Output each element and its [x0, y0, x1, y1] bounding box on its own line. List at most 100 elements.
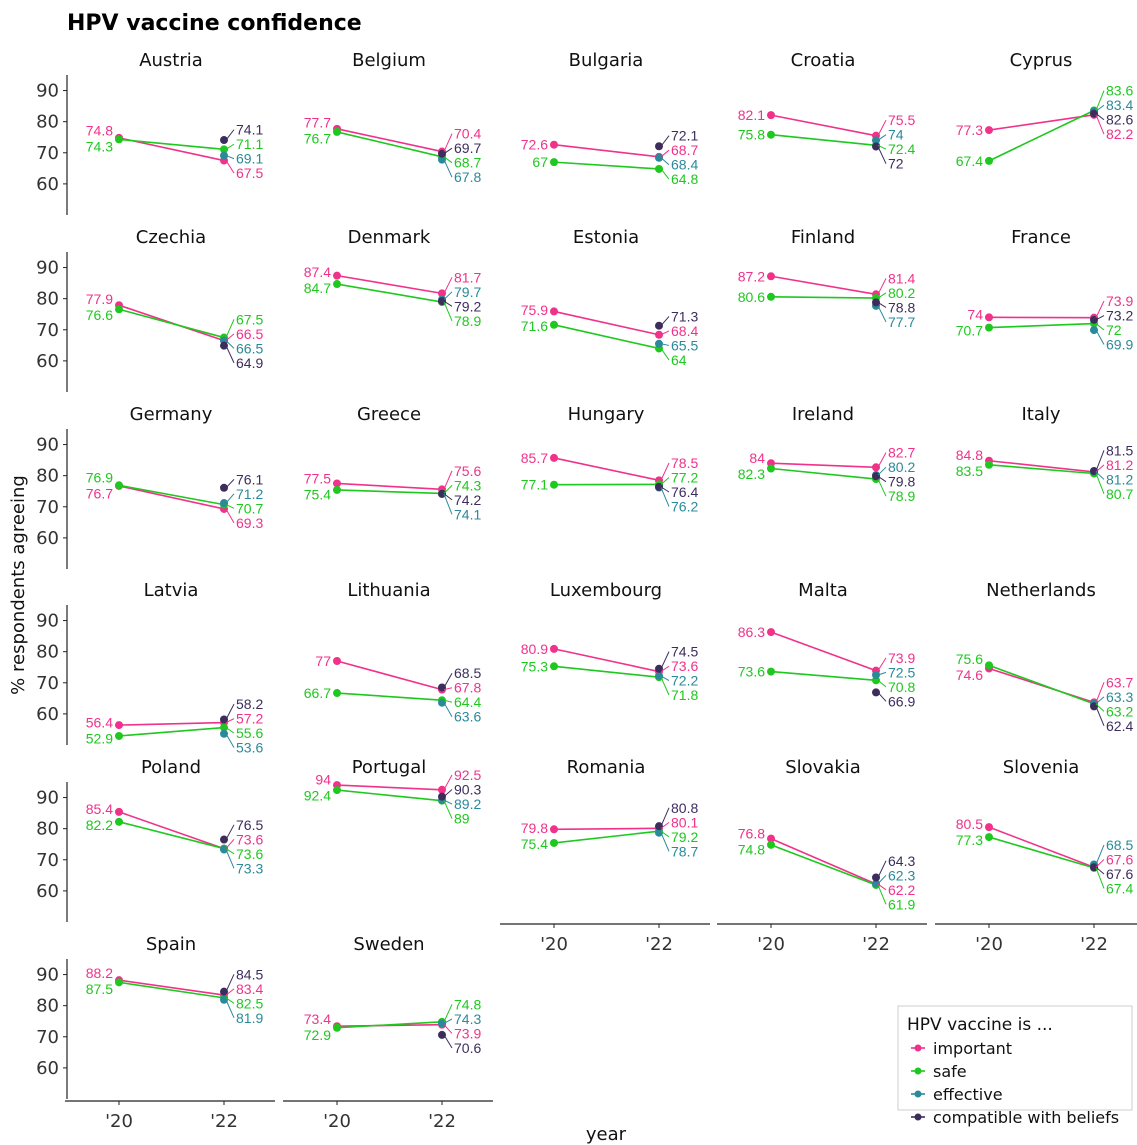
series-line-safe — [336, 131, 443, 158]
label-leader-compatible — [1095, 315, 1105, 321]
data-label-safe: 67.4 — [1106, 880, 1133, 896]
data-label-safe: 75.4 — [304, 487, 331, 503]
data-label-compatible: 73.2 — [1106, 308, 1133, 324]
data-label-safe: 66.7 — [304, 685, 331, 701]
series-line-safe — [118, 138, 225, 151]
data-label-effective: 74.1 — [454, 506, 481, 522]
label-leader-important — [225, 508, 235, 524]
data-label-effective: 69.1 — [236, 151, 263, 167]
label-leader-important — [443, 774, 453, 791]
data-label-compatible: 80.8 — [671, 800, 698, 816]
label-leader-compatible — [225, 479, 235, 489]
point-safe — [985, 460, 993, 469]
panel-romania: Romania '20 '22 79.875.4 80.880.179.278.7 — [500, 757, 710, 955]
label-leader-compatible — [877, 475, 887, 483]
point-effective — [438, 155, 446, 164]
label-leader-effective — [660, 832, 670, 852]
y-tick-label: 80 — [36, 466, 59, 487]
point-safe — [985, 156, 993, 165]
legend-item: important — [911, 1039, 1012, 1058]
data-label-important: 87.4 — [304, 264, 331, 280]
point-safe — [767, 130, 775, 139]
label-leader-important — [225, 988, 235, 996]
data-label-important: 68.4 — [671, 323, 698, 339]
data-label-safe: 67.5 — [236, 311, 263, 327]
series-line-important — [336, 660, 443, 691]
data-label-safe: 92.4 — [304, 788, 331, 804]
panel-title: Estonia — [573, 227, 639, 248]
data-label-important: 86.3 — [738, 624, 765, 640]
label-leader-important — [1095, 300, 1105, 318]
data-label-safe: 74.8 — [454, 996, 481, 1012]
label-leader-important — [443, 133, 453, 152]
point-safe — [333, 689, 341, 698]
data-label-safe: 61.9 — [888, 896, 915, 912]
point-safe — [333, 127, 341, 136]
label-leader-compatible — [660, 316, 670, 327]
data-label-compatible: 79.2 — [454, 298, 481, 314]
data-label-important: 73.6 — [671, 658, 698, 674]
panel-latvia: Latvia 60 70 80 90 56.452.9 58.257.255.653.6 — [36, 580, 263, 756]
label-leader-effective — [225, 849, 235, 869]
legend-label: compatible with beliefs — [933, 1108, 1119, 1127]
series-line-safe — [988, 109, 1095, 162]
label-leader-safe — [443, 485, 453, 494]
data-label-safe: 70.8 — [888, 679, 915, 695]
y-tick-label: 80 — [36, 289, 59, 310]
label-leader-important — [443, 470, 453, 490]
data-label-effective: 53.6 — [236, 740, 263, 756]
label-leader-compatible — [225, 703, 235, 720]
data-label-safe: 82.5 — [236, 995, 263, 1011]
data-label-important: 80.1 — [671, 814, 698, 830]
point-important — [550, 140, 558, 149]
data-label-safe: 70.7 — [236, 500, 263, 516]
panel-hungary: Hungary 85.7 77.1 78.577.276.476.2 — [521, 404, 699, 515]
panel-title: Luxembourg — [550, 580, 662, 601]
data-label-safe: 80.7 — [1106, 486, 1133, 502]
panel-austria: Austria 60 70 80 90 74.874.3 74.171.169.167.5 — [36, 50, 263, 215]
data-label-compatible: 71.3 — [671, 308, 698, 324]
data-label-important: 67.6 — [1106, 851, 1133, 867]
label-leader-important — [443, 277, 453, 294]
point-important — [333, 479, 341, 488]
y-tick-label: 70 — [36, 320, 59, 341]
chart-title: HPV vaccine confidence — [67, 11, 362, 36]
legend-items: important safe effective compatible with be… — [911, 1039, 1119, 1127]
data-label-important: 56.4 — [86, 715, 113, 731]
point-safe — [333, 786, 341, 795]
data-label-important: 85.4 — [86, 801, 113, 817]
data-label-important: 87.2 — [738, 268, 765, 284]
data-label-compatible: 74.2 — [454, 492, 481, 508]
label-leader-important — [225, 333, 235, 342]
data-label-safe: 73.6 — [236, 846, 263, 862]
data-label-safe: 74.3 — [454, 477, 481, 493]
series-line-important — [336, 784, 443, 791]
data-label-safe: 72.9 — [304, 1027, 331, 1043]
data-label-important: 92.5 — [454, 767, 481, 783]
y-tick-label: 90 — [36, 435, 59, 456]
point-important — [550, 825, 558, 834]
y-tick-label: 90 — [36, 965, 59, 986]
label-leader-compatible — [877, 692, 887, 702]
label-leader-effective — [225, 999, 235, 1019]
panel-title: Spain — [146, 934, 196, 955]
panel-title: Greece — [357, 404, 421, 425]
point-safe — [115, 978, 123, 987]
label-leader-effective — [877, 134, 887, 141]
data-label-safe: 72 — [1106, 322, 1122, 338]
series-line-important — [770, 462, 877, 469]
label-leader-safe — [225, 143, 235, 150]
label-leader-compatible — [660, 651, 670, 669]
data-label-safe: 67 — [532, 154, 548, 170]
data-label-compatible: 72.1 — [671, 128, 698, 144]
label-leader-safe — [225, 319, 235, 338]
data-label-effective: 81.9 — [236, 1010, 263, 1026]
x-axis-title: year — [586, 1124, 627, 1145]
data-label-compatible: 74.5 — [671, 644, 698, 660]
panel-title: Malta — [798, 580, 848, 601]
data-label-effective: 79.7 — [454, 284, 481, 300]
data-label-effective: 83.4 — [1106, 97, 1133, 113]
